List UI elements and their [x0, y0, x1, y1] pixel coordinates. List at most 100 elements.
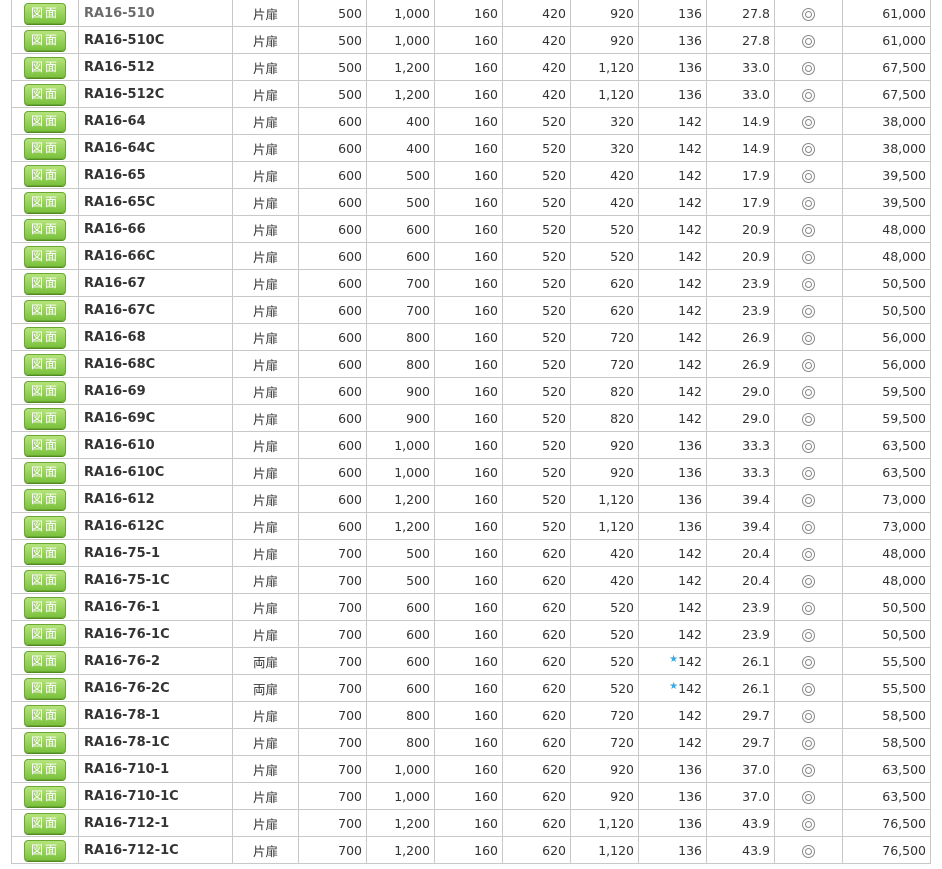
- depth-cell: 160: [434, 728, 503, 756]
- door-type-value: 片扉: [252, 33, 278, 49]
- height-value: 800: [406, 707, 430, 723]
- width-cell: 700: [298, 782, 367, 810]
- weight-cell: 26.9: [706, 350, 775, 378]
- drawing-button[interactable]: 図面: [24, 596, 66, 618]
- drawing-button[interactable]: 図面: [24, 488, 66, 510]
- inner-height-value: 1,120: [598, 491, 634, 507]
- drawing-button[interactable]: 図面: [24, 245, 66, 267]
- door-type-value: 片扉: [252, 411, 278, 427]
- width-cell: 600: [298, 242, 367, 270]
- availability-cell: [774, 296, 843, 324]
- drawing-button[interactable]: 図面: [24, 515, 66, 537]
- door-type-value: 片扉: [252, 573, 278, 589]
- drawing-button[interactable]: 図面: [24, 434, 66, 456]
- drawing-button[interactable]: 図面: [24, 299, 66, 321]
- width-value: 700: [338, 599, 362, 615]
- drawing-cell: 図面: [11, 620, 79, 648]
- drawing-button[interactable]: 図面: [24, 272, 66, 294]
- width-cell: 600: [298, 377, 367, 405]
- inner-depth-cell: 142: [638, 377, 707, 405]
- inner-height-value: 420: [610, 572, 634, 588]
- weight-cell: 27.8: [706, 26, 775, 54]
- drawing-button[interactable]: 図面: [24, 191, 66, 213]
- width-value: 700: [338, 707, 362, 723]
- drawing-button[interactable]: 図面: [24, 650, 66, 672]
- price-cell: 76,500: [842, 836, 931, 864]
- table-row: 図面 RA16-76-2C 両扉 700 600 160 620 520 ★142 26.1 55,…: [11, 674, 931, 702]
- drawing-button[interactable]: 図面: [24, 461, 66, 483]
- drawing-button[interactable]: 図面: [24, 110, 66, 132]
- door-type-cell: 片扉: [232, 809, 299, 837]
- drawing-button[interactable]: 図面: [24, 758, 66, 780]
- drawing-button[interactable]: 図面: [24, 326, 66, 348]
- inner-width-value: 420: [542, 59, 566, 75]
- depth-cell: 160: [434, 0, 503, 27]
- drawing-button[interactable]: 図面: [24, 731, 66, 753]
- height-cell: 1,200: [366, 809, 435, 837]
- drawing-button[interactable]: 図面: [24, 704, 66, 726]
- inner-depth-value: 142: [678, 653, 702, 669]
- depth-value: 160: [474, 815, 498, 831]
- height-value: 800: [406, 734, 430, 750]
- drawing-button[interactable]: 図面: [24, 569, 66, 591]
- drawing-button[interactable]: 図面: [24, 542, 66, 564]
- drawing-button[interactable]: 図面: [24, 137, 66, 159]
- drawing-button[interactable]: 図面: [24, 677, 66, 699]
- drawing-button[interactable]: 図面: [24, 353, 66, 375]
- price-value: 73,000: [882, 518, 926, 534]
- inner-height-value: 720: [610, 356, 634, 372]
- inner-height-cell: 520: [570, 242, 639, 270]
- height-value: 1,000: [394, 788, 430, 804]
- depth-value: 160: [474, 599, 498, 615]
- inner-depth-cell: 136: [638, 809, 707, 837]
- inner-depth-value: 142: [678, 734, 702, 750]
- availability-cell: [774, 512, 843, 540]
- width-value: 700: [338, 653, 362, 669]
- drawing-button[interactable]: 図面: [24, 218, 66, 240]
- weight-cell: 29.0: [706, 377, 775, 405]
- price-cell: 48,000: [842, 566, 931, 594]
- inner-height-value: 720: [610, 707, 634, 723]
- depth-value: 160: [474, 761, 498, 777]
- width-cell: 600: [298, 269, 367, 297]
- width-cell: 600: [298, 134, 367, 162]
- height-cell: 600: [366, 674, 435, 702]
- drawing-button[interactable]: 図面: [24, 56, 66, 78]
- drawing-button[interactable]: 図面: [24, 623, 66, 645]
- door-type-value: 片扉: [252, 87, 278, 103]
- inner-width-cell: 620: [502, 701, 571, 729]
- drawing-button[interactable]: 図面: [24, 2, 66, 24]
- drawing-button[interactable]: 図面: [24, 785, 66, 807]
- table-row: 図面 RA16-65 片扉 600 500 160 520 420 142 17.9 39,500: [11, 161, 931, 189]
- drawing-button[interactable]: 図面: [24, 812, 66, 834]
- inner-height-cell: 720: [570, 350, 639, 378]
- inner-height-value: 320: [610, 113, 634, 129]
- drawing-cell: 図面: [11, 755, 79, 783]
- inner-depth-cell: 142: [638, 539, 707, 567]
- drawing-button[interactable]: 図面: [24, 839, 66, 861]
- model-value: RA16-69C: [84, 410, 156, 426]
- availability-cell: [774, 269, 843, 297]
- drawing-button[interactable]: 図面: [24, 407, 66, 429]
- drawing-button[interactable]: 図面: [24, 29, 66, 51]
- inner-depth-cell: 142: [638, 188, 707, 216]
- table-row: 図面 RA16-68 片扉 600 800 160 520 720 142 26.9 56,000: [11, 323, 931, 351]
- height-value: 900: [406, 383, 430, 399]
- depth-cell: 160: [434, 134, 503, 162]
- drawing-button[interactable]: 図面: [24, 164, 66, 186]
- weight-cell: 17.9: [706, 161, 775, 189]
- inner-depth-cell: 136: [638, 26, 707, 54]
- inner-height-value: 920: [610, 437, 634, 453]
- availability-cell: [774, 836, 843, 864]
- drawing-button[interactable]: 図面: [24, 380, 66, 402]
- width-cell: 700: [298, 836, 367, 864]
- inner-height-cell: 520: [570, 620, 639, 648]
- weight-cell: 23.9: [706, 593, 775, 621]
- depth-value: 160: [474, 113, 498, 129]
- door-type-cell: 片扉: [232, 80, 299, 108]
- door-type-cell: 片扉: [232, 134, 299, 162]
- depth-cell: 160: [434, 350, 503, 378]
- price-cell: 50,500: [842, 620, 931, 648]
- drawing-button[interactable]: 図面: [24, 83, 66, 105]
- depth-cell: 160: [434, 512, 503, 540]
